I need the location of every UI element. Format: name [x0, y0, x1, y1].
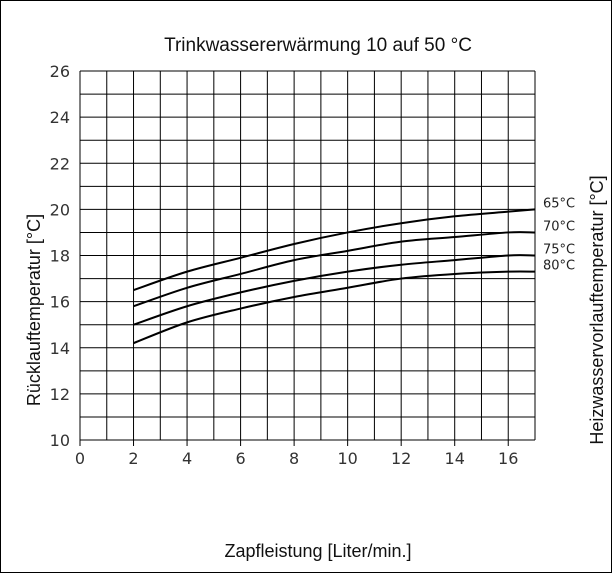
grid	[79, 70, 536, 446]
x-tick-label: 14	[445, 449, 465, 468]
y-tick-labels: 10 12 14 16 18 20 22 24 26	[50, 62, 70, 450]
y-tick-label: 16	[50, 293, 70, 312]
series-line-2	[133, 254, 536, 326]
y-tick-label: 14	[50, 339, 70, 358]
series-line-1	[133, 231, 536, 308]
series-labels: 65°C 70°C 75°C80°C	[543, 196, 575, 273]
x-tick-label: 16	[498, 449, 518, 468]
chart-title: Trinkwassererwärmung 10 auf 50 °C	[164, 35, 472, 56]
x-tick-label: 4	[182, 449, 192, 468]
series-label-2: 75°C	[543, 243, 575, 258]
y-tick-label: 18	[50, 247, 70, 266]
y2-axis-label: Heizwasservorlauftemperatur [°C]	[587, 175, 607, 444]
series-label-0: 65°C	[543, 196, 575, 211]
x-tick-labels: 0 2 4 6 8 10 12 14 16	[75, 449, 519, 468]
y-tick-label: 22	[50, 154, 70, 173]
curves	[133, 208, 536, 345]
x-tick-label: 2	[128, 449, 138, 468]
series-label-1: 70°C	[543, 219, 575, 234]
x-tick-label: 8	[289, 449, 299, 468]
x-tick-label: 10	[337, 449, 357, 468]
y-tick-label: 10	[50, 431, 70, 450]
y-tick-label: 12	[50, 385, 70, 404]
series-line-3	[133, 270, 536, 345]
y-axis-label: Rücklauftemperatur [°C]	[24, 214, 44, 406]
x-tick-label: 12	[391, 449, 411, 468]
x-tick-label: 0	[75, 449, 85, 468]
y-tick-label: 20	[50, 200, 70, 219]
x-axis-label: Zapfleistung [Liter/min.]	[224, 541, 411, 561]
series-label-3: 80°C	[543, 259, 575, 274]
x-tick-label: 6	[235, 449, 245, 468]
y-tick-label: 24	[50, 108, 70, 127]
series-line-0	[133, 208, 536, 292]
y-tick-label: 26	[50, 62, 70, 81]
